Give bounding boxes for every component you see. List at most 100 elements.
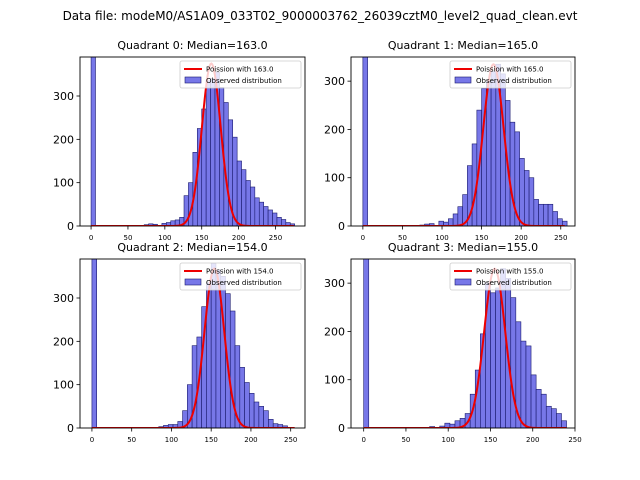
- x-tick-label: 250: [554, 234, 567, 242]
- chart-title: Quadrant 0: Median=163.0: [117, 39, 267, 52]
- histogram-bar: [362, 57, 368, 226]
- legend-bar-swatch: [454, 278, 472, 286]
- histogram-bar: [547, 203, 554, 226]
- histogram-bar: [552, 211, 558, 226]
- y-tick-label: 300: [53, 90, 74, 103]
- legend-box: [179, 262, 302, 291]
- histogram-bar: [263, 206, 269, 226]
- legend-box: [449, 60, 572, 89]
- x-tick-label: 100: [435, 234, 448, 242]
- figure-title: Data file: modeM0/AS1A09_033T02_90000037…: [63, 9, 578, 23]
- legend: Poission with 163.0 Observed distribution: [179, 60, 302, 89]
- histogram-bar: [490, 292, 496, 428]
- legend-box: [179, 60, 302, 89]
- y-tick-label: 100: [53, 177, 74, 190]
- legend: Poission with 155.0 Observed distribution: [449, 262, 572, 291]
- y-tick-label: 0: [67, 422, 74, 435]
- legend-bar-swatch: [184, 76, 202, 84]
- histogram-bar: [519, 158, 525, 226]
- legend-label-observed: Observed distribution: [476, 279, 552, 287]
- histogram-bar: [490, 71, 497, 226]
- legend-box: [449, 262, 572, 291]
- legend-label-poisson: Poission with 154.0: [206, 268, 274, 276]
- x-tick-label: 50: [127, 436, 136, 444]
- legend-bar-swatch: [454, 76, 472, 84]
- histogram-bar: [528, 177, 535, 226]
- x-tick-label: 250: [284, 436, 297, 444]
- y-tick-label: 300: [324, 277, 345, 290]
- x-tick-label: 50: [398, 234, 407, 242]
- histogram-bar: [249, 393, 255, 428]
- histogram-bar: [557, 218, 563, 226]
- legend-label-observed: Observed distribution: [206, 279, 282, 287]
- x-tick-label: 150: [475, 234, 488, 242]
- x-tick-label: 100: [165, 436, 178, 444]
- histogram-bar: [272, 212, 278, 226]
- axes-frame: [350, 258, 576, 429]
- histogram-bar: [250, 186, 256, 226]
- histogram-bar: [510, 297, 517, 428]
- x-tick-label: 0: [361, 436, 365, 444]
- histogram-bar: [245, 180, 251, 226]
- histogram-bar: [538, 203, 544, 226]
- x-tick-label: 0: [89, 234, 93, 242]
- y-tick-label: 300: [324, 75, 345, 88]
- chart-panel-3: Quadrant 3: Median=155.0 0 50 100 150 200 250 0…: [324, 241, 582, 444]
- chart-panel-1: Quadrant 1: Median=165.0 0 50 100 150 200 250 0…: [324, 39, 576, 242]
- histogram-bar: [545, 405, 552, 428]
- histogram-bar: [241, 169, 247, 226]
- histogram-bar: [263, 410, 269, 428]
- y-tick-label: 0: [67, 220, 74, 233]
- y-tick-label: 100: [53, 379, 74, 392]
- histogram-bar: [533, 199, 539, 226]
- histogram-bar: [268, 419, 274, 428]
- x-tick-label: 50: [123, 234, 132, 242]
- histogram-bar: [452, 213, 459, 226]
- histogram-bar: [561, 420, 567, 428]
- legend-label-poisson: Poission with 155.0: [476, 268, 544, 276]
- x-tick-label: 200: [514, 234, 527, 242]
- chart-panel-0: Quadrant 0: Median=163.0 0 50 100 150 200 250 0…: [53, 39, 306, 242]
- x-tick-label: 200: [232, 234, 245, 242]
- histogram-bar: [91, 259, 97, 428]
- histogram-bar: [530, 374, 537, 428]
- x-tick-label: 100: [442, 436, 455, 444]
- chart-title: Quadrant 1: Median=165.0: [388, 39, 538, 52]
- histogram-bar: [267, 209, 273, 226]
- legend-label-poisson: Poission with 163.0: [206, 66, 274, 74]
- histogram-bar: [258, 406, 264, 428]
- histogram-bar: [253, 401, 260, 428]
- histogram-bar: [543, 203, 549, 226]
- histogram-bar: [457, 206, 463, 226]
- histogram-bar: [486, 80, 492, 226]
- y-tick-label: 200: [324, 325, 345, 338]
- legend-label-observed: Observed distribution: [476, 77, 552, 85]
- y-tick-label: 100: [324, 172, 345, 185]
- y-tick-label: 300: [53, 292, 74, 305]
- axes-frame: [79, 258, 306, 429]
- x-tick-label: 150: [484, 436, 497, 444]
- x-tick-label: 150: [195, 234, 208, 242]
- histogram-bar: [258, 201, 264, 226]
- x-tick-label: 0: [361, 234, 365, 242]
- histogram-bar: [509, 121, 516, 226]
- histogram-bar: [495, 287, 501, 428]
- x-tick-label: 200: [526, 436, 539, 444]
- y-tick-label: 0: [338, 422, 345, 435]
- histogram-bar: [520, 340, 527, 428]
- histogram-bars: [90, 57, 295, 226]
- histogram-bar: [562, 220, 568, 226]
- x-tick-label: 250: [269, 234, 282, 242]
- histogram-bar: [210, 78, 216, 226]
- histogram-bar: [205, 80, 211, 226]
- chart-title: Quadrant 3: Median=155.0: [388, 241, 538, 254]
- poisson-curve: [91, 267, 295, 428]
- axes-frame: [350, 56, 576, 227]
- histogram-bars: [91, 259, 288, 428]
- histogram-bar: [282, 425, 288, 428]
- histogram-bar: [556, 413, 562, 428]
- x-tick-label: 150: [204, 436, 217, 444]
- histogram-bar: [276, 217, 282, 226]
- histogram-bar: [551, 408, 557, 428]
